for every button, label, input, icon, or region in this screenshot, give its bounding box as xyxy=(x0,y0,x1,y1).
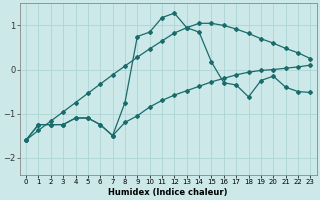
X-axis label: Humidex (Indice chaleur): Humidex (Indice chaleur) xyxy=(108,188,228,197)
